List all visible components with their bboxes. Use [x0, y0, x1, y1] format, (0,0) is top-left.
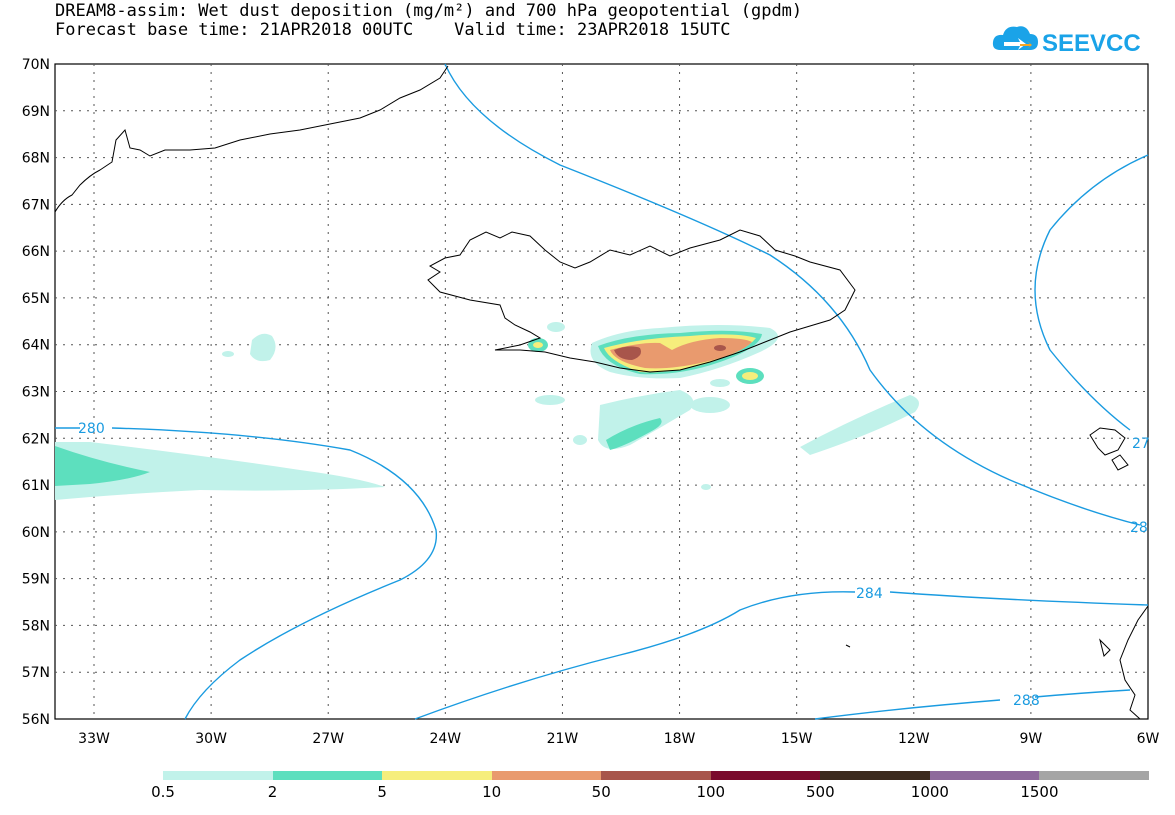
lat-label-66N: 66N — [22, 244, 50, 260]
coastline-greenland — [54, 65, 449, 213]
legend-swatch — [491, 771, 602, 780]
deposition-area-iceland-core2 — [714, 345, 726, 351]
lon-label-33W: 33W — [78, 731, 110, 747]
contour-288 — [814, 689, 1131, 720]
deposition-area-iceland-core — [614, 346, 641, 360]
deposition-area-patch2 — [222, 351, 234, 357]
contour-label-280: 280 — [78, 421, 105, 437]
lon-label-24W: 24W — [429, 731, 461, 747]
contour-east — [1034, 154, 1149, 431]
lat-label-67N: 67N — [22, 197, 50, 213]
lon-label-15W: 15W — [781, 731, 813, 747]
deposition-area-southeast — [800, 395, 919, 455]
coastline-scotland — [1119, 605, 1149, 720]
lon-label-30W: 30W — [195, 731, 227, 747]
lat-label-64N: 64N — [22, 338, 50, 354]
lat-label-58N: 58N — [22, 618, 50, 634]
legend-swatch — [272, 771, 383, 780]
legend-label: 1500 — [1020, 783, 1059, 801]
legend-label: 500 — [806, 783, 835, 801]
color-legend: 0.5 2 5 10 50 100 500 1000 1500 — [151, 771, 1150, 811]
legend-label: 1000 — [910, 783, 949, 801]
latitude-labels: 70N 69N 68N 67N 66N 65N 64N 63N 62N 61N 60N 59N 58N 5… — [22, 57, 50, 728]
contour-label-28-east: 28 — [1130, 520, 1148, 536]
coastlines — [54, 65, 1149, 720]
geopotential-contours — [55, 63, 1149, 720]
lat-label-60N: 60N — [22, 525, 50, 541]
legend-label: 50 — [591, 783, 611, 801]
legend-label: 10 — [482, 783, 502, 801]
cloud-arrow-icon — [992, 26, 1038, 50]
map-frame — [54, 63, 1149, 720]
coastline-faroe — [1089, 427, 1126, 456]
contour-north — [444, 63, 1141, 526]
contour-label-284: 284 — [856, 586, 883, 602]
deposition-area-west-core — [55, 446, 150, 486]
lat-label-61N: 61N — [22, 478, 50, 494]
lat-label-68N: 68N — [22, 151, 50, 167]
legend-swatch — [382, 771, 493, 780]
legend-label: 0.5 — [151, 783, 175, 801]
contour-280-west — [55, 427, 438, 720]
graticule — [55, 64, 1148, 719]
legend-label: 2 — [267, 783, 278, 801]
seevccc-logo: SEEVCCC — [992, 26, 1140, 57]
legend-swatch — [929, 771, 1040, 780]
legend-swatch — [820, 771, 931, 780]
legend-label: 100 — [696, 783, 726, 801]
lon-label-9W: 9W — [1020, 731, 1043, 747]
contour-labels: 280 284 288 28 27 — [78, 421, 1150, 709]
contour-284 — [414, 591, 1149, 720]
deposition-area-west — [55, 442, 385, 500]
legend-swatch — [163, 771, 274, 780]
deposition-area-patch1 — [250, 333, 276, 362]
legend-swatch — [710, 771, 821, 780]
lon-label-21W: 21W — [547, 731, 579, 747]
lat-label-59N: 59N — [22, 572, 50, 588]
lat-label-57N: 57N — [22, 665, 50, 681]
coastline-iceland — [427, 229, 856, 373]
lat-label-62N: 62N — [22, 431, 50, 447]
legend-swatch — [1039, 771, 1150, 780]
lat-label-70N: 70N — [22, 57, 50, 73]
contour-label-27-east: 27 — [1132, 436, 1150, 452]
lon-label-18W: 18W — [664, 731, 696, 747]
longitude-labels: 33W 30W 27W 24W 21W 18W 15W 12W 9W 6W — [78, 731, 1159, 747]
legend-swatch — [601, 771, 712, 780]
legend-label: 5 — [377, 783, 387, 801]
lat-label-65N: 65N — [22, 291, 50, 307]
chart-title-line2: Forecast base time: 21APR2018 00UTC Vali… — [55, 20, 731, 40]
lat-label-63N: 63N — [22, 385, 50, 401]
lon-label-12W: 12W — [898, 731, 930, 747]
lat-label-56N: 56N — [22, 712, 50, 728]
lon-label-6W: 6W — [1137, 731, 1160, 747]
dust-deposition-shading — [55, 322, 919, 500]
chart-title-line1: DREAM8-assim: Wet dust deposition (mg/m²… — [55, 1, 803, 21]
lon-label-27W: 27W — [312, 731, 344, 747]
map-plot: 280 284 288 28 27 70N 69N 68N 67N 66N 65N 64N 6… — [22, 57, 1160, 747]
lat-label-69N: 69N — [22, 104, 50, 120]
logo-text: SEEVCCC — [1042, 30, 1140, 57]
contour-label-288: 288 — [1013, 693, 1040, 709]
